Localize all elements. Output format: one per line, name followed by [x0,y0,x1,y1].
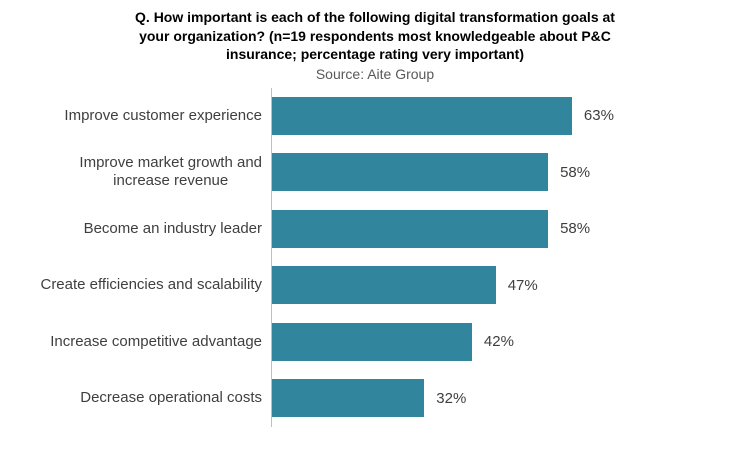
value-label: 47% [507,276,538,294]
value-label: 58% [560,163,591,181]
bar-row: Become an industry leader 58% [0,201,750,258]
bar-cell: 58% [272,144,750,201]
category-label-cell: Decrease operational costs [0,370,271,427]
category-label: Become an industry leader [83,219,262,237]
bar-chart-plot: Improve customer experience 63% Improve … [0,87,750,427]
category-label-cell: Become an industry leader [0,201,271,258]
category-label-cell: Improve market growth and increase reven… [0,144,271,201]
bar [272,266,496,305]
category-label-cell: Create efficiencies and scalability [0,257,271,314]
category-label: Increase competitive advantage [50,332,262,350]
bar-cell: 32% [272,370,750,427]
category-label: Improve market growth and increase reven… [79,154,262,190]
value-label: 42% [483,333,514,351]
bar-rows: Improve customer experience 63% Improve … [0,88,750,427]
chart-source: Source: Aite Group [315,65,435,82]
value-label: 63% [583,107,614,125]
bar-cell: 58% [272,201,750,258]
bar-cell: 63% [272,88,750,145]
bar [272,379,425,418]
bar-cell: 42% [272,314,750,371]
category-label: Create efficiencies and scalability [40,276,262,294]
bar [272,153,549,192]
category-label-cell: Improve customer experience [0,88,271,145]
bar [272,96,572,135]
category-label-cell: Increase competitive advantage [0,314,271,371]
value-label: 58% [560,220,591,238]
bar [272,209,549,248]
bar-cell: 47% [272,257,750,314]
chart-title: Q. How important is each of the followin… [135,9,615,62]
chart-header: Q. How important is each of the followin… [0,8,750,83]
bar-row: Improve customer experience 63% [0,88,750,145]
bar-row: Increase competitive advantage 42% [0,314,750,371]
bar-row: Improve market growth and increase reven… [0,144,750,201]
y-axis-line [271,87,272,427]
bar [272,322,472,361]
category-label: Decrease operational costs [80,389,262,407]
category-label: Improve customer experience [64,106,262,124]
value-label: 32% [436,389,467,407]
bar-row: Create efficiencies and scalability 47% [0,257,750,314]
bar-row: Decrease operational costs 32% [0,370,750,427]
